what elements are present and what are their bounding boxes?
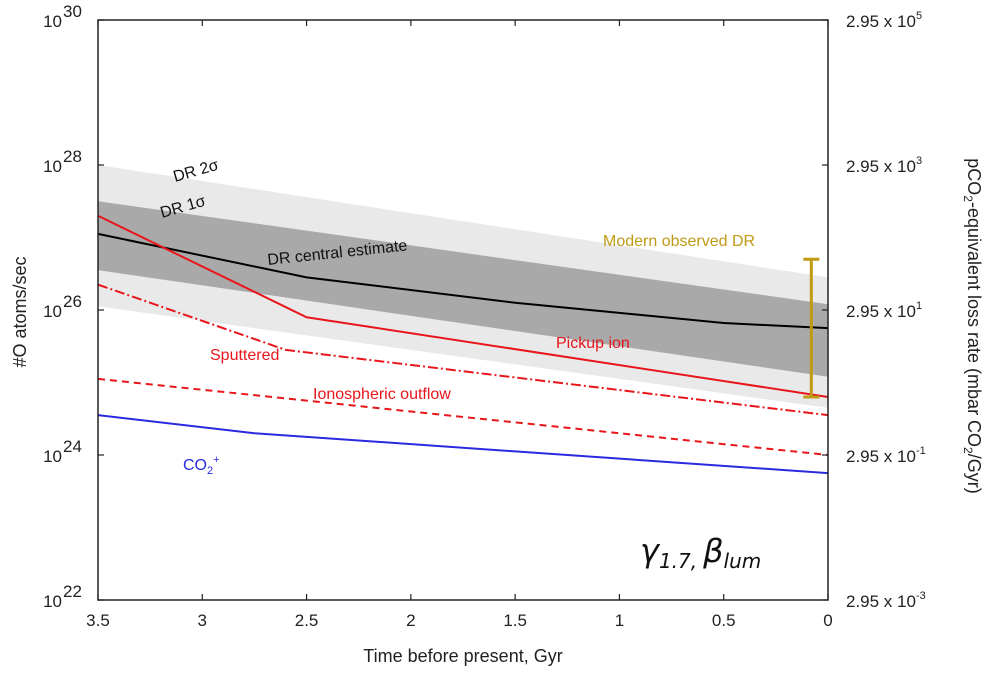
band-1 [98,201,828,377]
uncertainty-bands [98,165,828,408]
series-line-2 [97,283,829,417]
x-tick-label: 3.5 [86,611,110,630]
series-line-0 [97,232,829,330]
y-tick-label: 10 [43,447,62,466]
x-tick-label: 2 [406,611,415,630]
series-line-3 [97,377,829,456]
y-tick-label-exp: 22 [63,582,82,601]
modern-observed-bar [803,257,820,399]
x-tick-label: 1.5 [503,611,527,630]
x-tick-label: 0.5 [712,611,736,630]
y-tick-label-exp: 30 [63,2,82,21]
y-tick-label-exp: 24 [63,437,82,456]
x-tick-label: 3 [198,611,207,630]
series-line-1 [97,214,829,398]
y-right-tick-label: 2.95 x 10-3 [846,590,926,611]
y-right-tick-label: 2.95 x 10-1 [846,445,926,466]
y-right-axis-label: pCO2-equivalent loss rate (mbar CO2/Gyr) [961,158,984,493]
x-tick-label: 1 [615,611,624,630]
series-line-4 [97,414,829,475]
y-axis-label: #O atoms/sec [10,256,30,367]
y-tick-label-exp: 28 [63,147,82,166]
y-tick-label: 10 [43,302,62,321]
pickup-ion-label: Pickup ion [556,335,630,352]
x-tick-label: 0 [823,611,832,630]
modern-observed-label: Modern observed DR [603,233,755,250]
sputtered-label: Sputtered [210,347,279,364]
y-tick-label: 10 [43,12,62,31]
y-right-tick-label: 2.95 x 101 [846,300,922,321]
series-lines [97,214,829,475]
y-tick-label: 10 [43,592,62,611]
y-tick-label-exp: 26 [63,292,82,311]
y-right-tick-label: 2.95 x 103 [846,155,922,176]
y-tick-label: 10 [43,157,62,176]
ionospheric-outflow-label: Ionospheric outflow [313,386,451,403]
model-label: γ1.7, βlum [640,532,761,573]
y-right-tick-label: 2.95 x 105 [846,10,922,31]
axis-ticks: 3.5 3 2.5 2 1.5 1 0.5 0102210241026102810302.95… [43,2,926,630]
x-axis-label: Time before present, Gyr [363,646,562,666]
co2-plus-label: CO2+ [183,454,220,477]
x-tick-label: 2.5 [295,611,319,630]
